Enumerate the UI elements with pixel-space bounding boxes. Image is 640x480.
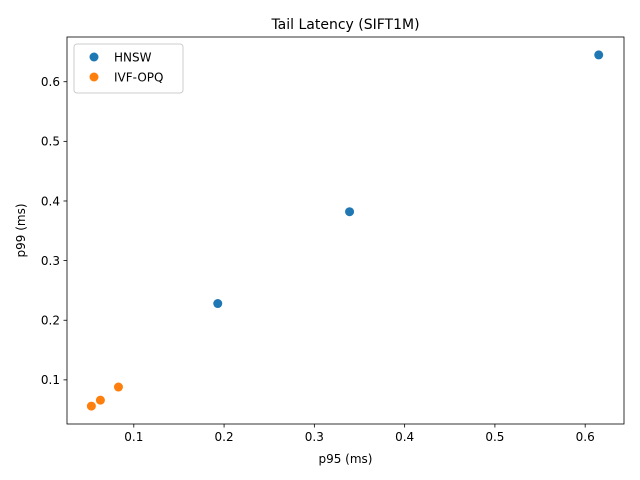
legend-marker-ivf-opq [89,72,99,82]
y-tick-label: 0.2 [41,314,60,328]
chart-title: Tail Latency (SIFT1M) [270,17,419,33]
y-tick-label: 0.4 [41,194,60,208]
x-axis-title: p95 (ms) [318,452,372,466]
data-point-ivf-opq [113,382,123,392]
y-axis-title: p99 (ms) [14,203,28,257]
legend-frame [73,43,184,94]
legend-marker-hnsw [89,52,99,62]
x-tick-label: 0.5 [485,430,504,444]
series-ivf-opq [86,382,123,411]
series-hnsw [213,50,604,309]
x-tick-label: 0.4 [395,430,414,444]
plot-frame [66,36,625,425]
x-tick-label: 0.6 [576,430,595,444]
x-tick-label: 0.1 [124,430,143,444]
y-tick-label: 0.6 [41,75,60,89]
y-tick-label: 0.1 [41,373,60,387]
data-point-ivf-opq [95,395,105,405]
legend: HNSW IVF-OPQ [73,43,184,94]
x-tick-label: 0.2 [215,430,234,444]
data-point-ivf-opq [86,401,96,411]
data-point-hnsw [594,50,604,60]
x-tick-label: 0.3 [305,430,324,444]
legend-label-hnsw: HNSW [114,50,152,64]
x-axis: 0.1 0.2 0.3 0.4 0.5 0.6 [124,424,595,444]
data-point-hnsw [213,299,223,309]
plot-area [66,36,625,425]
y-tick-label: 0.5 [41,135,60,149]
series-layer [86,50,604,411]
y-tick-label: 0.3 [41,254,60,268]
y-axis: 0.1 0.2 0.3 0.4 0.5 0.6 [41,75,67,387]
data-point-hnsw [345,207,355,217]
legend-label-ivf-opq: IVF-OPQ [114,70,163,84]
